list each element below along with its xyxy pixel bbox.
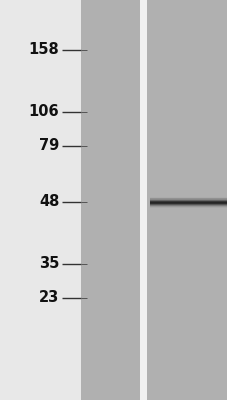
Text: 158: 158	[28, 42, 59, 58]
Bar	[81, 0, 140, 400]
Text: 79: 79	[39, 138, 59, 154]
Text: 23: 23	[39, 290, 59, 306]
Bar	[140, 0, 146, 400]
Bar	[146, 0, 227, 400]
Text: 48: 48	[39, 194, 59, 210]
Text: 35: 35	[39, 256, 59, 272]
Text: 106: 106	[29, 104, 59, 120]
Bar	[0, 0, 81, 400]
